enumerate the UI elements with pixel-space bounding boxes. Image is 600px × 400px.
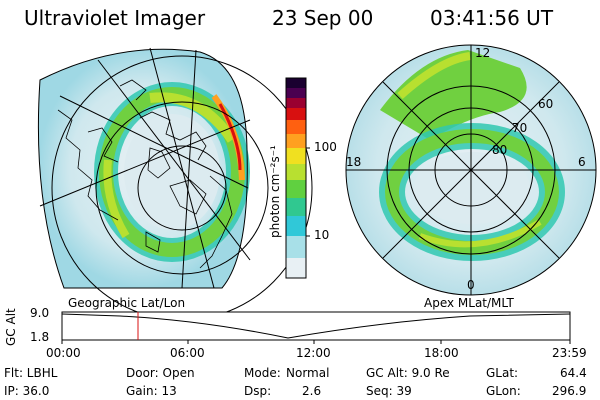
lat-label-70: 70 <box>512 121 528 135</box>
colorbar <box>285 77 310 279</box>
gain-info: Gain: 13 <box>126 384 177 398</box>
colorbar-tick-100: 100 <box>314 140 337 154</box>
door-info: Door: Open <box>126 366 195 380</box>
mlt-label-18: 18 <box>346 155 362 169</box>
right-panel-caption: Apex MLat/MLT <box>424 296 514 310</box>
timeline-xtick-0600: 06:00 <box>170 346 205 360</box>
filter-info: Flt: LBHL <box>4 366 58 380</box>
apex-polar-image <box>345 44 597 296</box>
glon-value: 296.9 <box>552 384 587 398</box>
gc-alt-info: GC Alt: 9.0 Re <box>366 366 450 380</box>
timeline-ytick-high: 9.0 <box>30 306 50 320</box>
glat-label: GLat: <box>486 366 519 380</box>
seq-info: Seq: 39 <box>366 384 412 398</box>
colorbar-tick-10: 10 <box>314 228 330 242</box>
left-panel-caption: Geographic Lat/Lon <box>68 296 186 310</box>
time-label: 03:41:56 UT <box>430 6 554 30</box>
timeline-xtick-0000: 00:00 <box>46 346 81 360</box>
date-label: 23 Sep 00 <box>272 6 374 30</box>
dsp-label: Dsp: <box>244 384 272 398</box>
glon-label: GLon: <box>486 384 521 398</box>
ip-info: IP: 36.0 <box>4 384 50 398</box>
lat-label-60: 60 <box>538 97 554 111</box>
mlt-label-0: 0 <box>467 278 475 292</box>
lat-label-80: 80 <box>492 143 508 157</box>
instrument-title: Ultraviolet Imager <box>24 6 206 30</box>
mlt-label-6: 6 <box>578 155 586 169</box>
colorbar-unit-label: photon cm⁻²s⁻¹ <box>268 145 282 238</box>
timeline-ytick-low: 1.8 <box>30 330 50 344</box>
geographic-image <box>37 47 313 321</box>
orbit-timeline <box>61 311 571 344</box>
timeline-xtick-1800: 18:00 <box>424 346 459 360</box>
dsp-value: 2.6 <box>302 384 322 398</box>
timeline-xtick-1200: 12:00 <box>296 346 331 360</box>
timeline-ylabel: GC Alt <box>4 308 18 346</box>
mlt-label-12: 12 <box>475 46 491 60</box>
mode-value: Normal <box>286 366 330 380</box>
glat-value: 64.4 <box>560 366 587 380</box>
timeline-xtick-2359: 23:59 <box>552 346 587 360</box>
mode-label: Mode: <box>244 366 281 380</box>
